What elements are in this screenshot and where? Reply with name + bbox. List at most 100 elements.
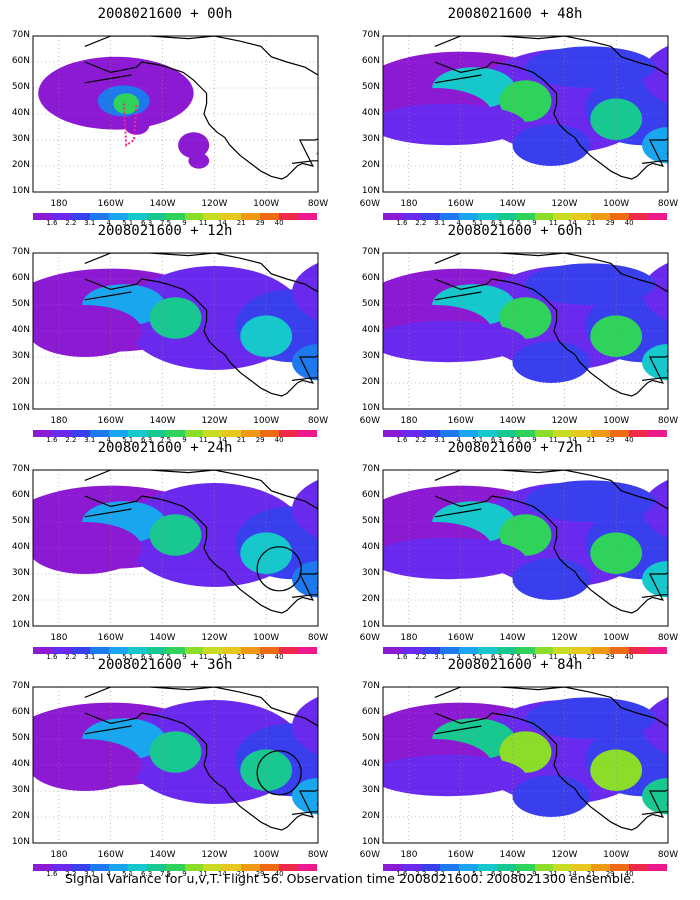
map-panel: 2008021600 + 48h 70N 60N 50N 40N 30N 20N 10N 180…	[350, 6, 680, 227]
colorbar-label: 6.3	[491, 219, 503, 227]
variance-contour	[292, 262, 318, 322]
lat-tick-label: 70N	[361, 247, 380, 257]
colorbar-swatch	[127, 213, 147, 220]
lon-tick-label: 120W	[551, 633, 578, 643]
colorbar-swatch	[591, 213, 611, 220]
colorbar-swatch	[33, 213, 52, 220]
lat-tick-label: 10N	[361, 186, 380, 196]
colorbar-swatch	[515, 213, 535, 220]
colorbar-label: 40	[624, 653, 634, 661]
variance-contour	[383, 103, 526, 146]
colorbar-swatch	[629, 430, 649, 437]
map-panel: 2008021600 + 84h 70N 60N 50N 40N 30N 20N 10N 180…	[350, 657, 680, 878]
lon-tick-label: 100W	[603, 850, 630, 860]
colorbar-swatch	[89, 864, 109, 871]
panel-title: 2008021600 + 48h	[447, 6, 583, 22]
panel-title: 2008021600 + 00h	[97, 6, 233, 22]
colorbar-label: 7.5	[509, 870, 522, 878]
colorbar-label: 9	[532, 436, 537, 444]
colorbar-swatch	[420, 430, 440, 437]
lon-tick-label: 140W	[149, 633, 176, 643]
colorbar-label: 29	[255, 219, 265, 227]
lat-tick-label: 40N	[361, 325, 380, 335]
lat-tick-label: 10N	[361, 837, 380, 847]
lon-tick-label: 120W	[551, 416, 578, 426]
colorbar-swatch	[33, 430, 52, 437]
colorbar-label: 14	[217, 653, 227, 661]
lon-tick-label: 180	[50, 416, 68, 426]
coastline	[434, 495, 493, 508]
lat-tick-label: 20N	[361, 160, 380, 170]
lat-tick-label: 30N	[361, 568, 380, 578]
colorbar-label: 3.1	[434, 653, 446, 661]
colorbar-swatch	[420, 864, 440, 871]
colorbar-label: 6.3	[141, 653, 153, 661]
colorbar-swatch	[279, 430, 299, 437]
variance-contour	[512, 124, 591, 166]
variance-contour	[113, 93, 140, 114]
colorbar-swatch	[439, 864, 459, 871]
colorbar-swatch	[165, 430, 185, 437]
colorbar-swatch	[553, 647, 573, 654]
coastline	[84, 470, 318, 510]
colorbar-swatch	[648, 647, 668, 654]
colorbar-swatch	[553, 430, 573, 437]
colorbar-label: 3.1	[84, 219, 96, 227]
colorbar-swatch	[477, 864, 497, 871]
coastline	[434, 712, 493, 725]
lon-tick-label: 140W	[149, 850, 176, 860]
map-frame	[382, 35, 669, 193]
lon-tick-label: 140W	[499, 416, 526, 426]
coastline	[84, 291, 132, 301]
colorbar-label: 4	[456, 436, 461, 444]
highlight-circle	[256, 750, 302, 796]
lon-tick-label: 80W	[657, 199, 679, 209]
lon-tick-label: 140W	[499, 633, 526, 643]
variance-contour	[642, 127, 668, 164]
colorbar-label: 2.2	[65, 870, 77, 878]
colorbar-label: 3.1	[434, 219, 446, 227]
colorbar-swatch	[51, 647, 71, 654]
colorbar-label: 11	[548, 870, 558, 878]
colorbar-label: 7.5	[159, 436, 172, 444]
lat-tick-label: 70N	[361, 464, 380, 474]
variance-map	[32, 469, 319, 627]
colorbar-label: 3.1	[84, 870, 96, 878]
map-panel: 2008021600 + 00h 70N 60N 50N 40N 30N 20N 10N 180…	[0, 6, 380, 227]
colorbar-swatch	[496, 430, 516, 437]
lat-tick-label: 60N	[361, 490, 380, 500]
colorbar-label: 4	[106, 219, 111, 227]
colorbar-swatch	[70, 213, 90, 220]
lon-tick-label: 180	[400, 199, 418, 209]
lat-tick-label: 20N	[361, 377, 380, 387]
colorbar-label: 29	[605, 219, 615, 227]
variance-contour	[292, 479, 318, 539]
lat-tick-label: 40N	[11, 108, 30, 118]
lon-tick-label: 80W	[657, 633, 679, 643]
coastline	[434, 36, 668, 76]
coastline	[84, 36, 318, 76]
variance-contour	[590, 315, 643, 357]
colorbar-label: 7.5	[509, 219, 522, 227]
variance-contour	[383, 537, 526, 580]
panel-title: 2008021600 + 24h	[97, 440, 233, 456]
colorbar-swatch	[146, 647, 166, 654]
colorbar-swatch	[629, 213, 649, 220]
map-frame	[32, 469, 319, 627]
colorbar-swatch	[591, 430, 611, 437]
coastline	[434, 291, 482, 301]
coastline	[84, 253, 318, 293]
lat-tick-label: 60N	[11, 56, 30, 66]
panel-title: 2008021600 + 12h	[97, 223, 233, 239]
variance-contour	[123, 114, 150, 135]
panel-title: 2008021600 + 36h	[97, 657, 233, 673]
lon-tick-label: 180	[50, 633, 68, 643]
colorbar-swatch	[610, 213, 630, 220]
variance-contour	[33, 522, 142, 574]
lat-tick-label: 40N	[361, 108, 380, 118]
lon-tick-label: 120W	[551, 850, 578, 860]
panel-title: 2008021600 + 84h	[447, 657, 583, 673]
colorbar-label: 2.2	[415, 436, 427, 444]
lon-tick-label: 160W	[97, 416, 124, 426]
colorbar-swatch	[184, 864, 204, 871]
